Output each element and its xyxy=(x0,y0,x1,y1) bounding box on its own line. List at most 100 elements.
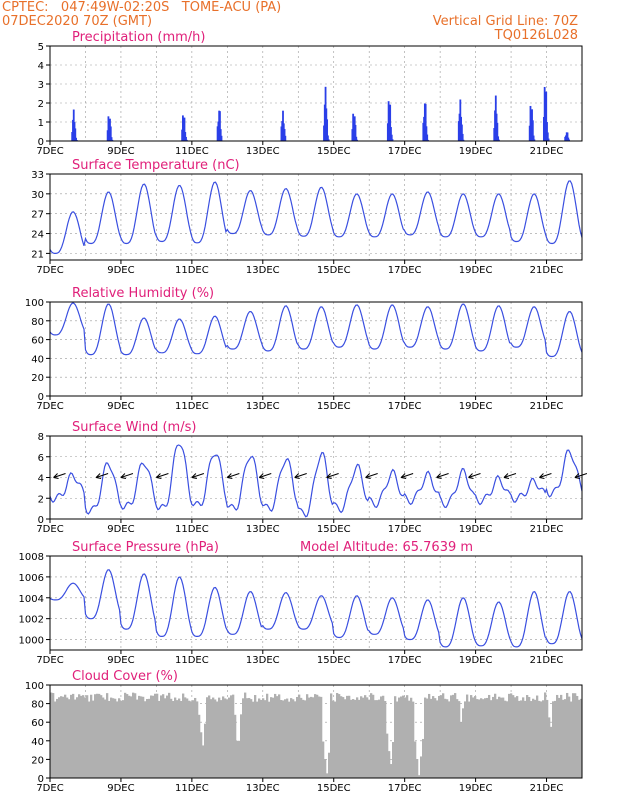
precip-bar xyxy=(356,139,358,141)
cloud-bar xyxy=(248,697,251,778)
cloud-bar xyxy=(492,696,495,778)
x-tick-label: 13DEC xyxy=(246,524,280,535)
y-tick-label: 2 xyxy=(38,494,44,505)
cloud-bar xyxy=(164,698,167,778)
cloud-bar xyxy=(272,697,275,778)
cloud-bar xyxy=(62,696,65,778)
cloud-bar xyxy=(516,696,519,778)
cloud-bar xyxy=(180,700,183,778)
cloud-bar xyxy=(156,693,159,778)
x-tick-label: 15DEC xyxy=(317,783,351,794)
cloud-bar xyxy=(330,693,333,778)
cloud-bar xyxy=(214,699,217,778)
x-tick-label: 19DEC xyxy=(459,655,493,666)
precip-bar xyxy=(326,135,329,141)
x-tick-label: 15DEC xyxy=(317,265,351,276)
cloud-bar xyxy=(474,696,477,778)
cloud-bar xyxy=(94,694,97,778)
cloud-bar xyxy=(200,732,203,778)
cloud-bar xyxy=(418,775,421,778)
cloud-bar xyxy=(64,694,67,778)
cloud-bar xyxy=(460,722,463,778)
y-tick-label: 1004 xyxy=(19,594,44,605)
cloud-bar xyxy=(384,700,387,778)
series-line xyxy=(49,180,583,254)
y-tick-label: 0 xyxy=(38,392,44,403)
x-tick-label: 17DEC xyxy=(388,146,422,157)
precip-bar xyxy=(355,136,358,141)
cloud-bar xyxy=(378,699,381,778)
cloud-bar xyxy=(458,701,461,778)
cloud-bar xyxy=(562,699,565,778)
cloud-bar xyxy=(502,697,505,778)
x-tick-label: 11DEC xyxy=(175,146,209,157)
cloud-bar xyxy=(194,697,197,778)
wind-arrow xyxy=(227,473,240,478)
cloud-bar xyxy=(568,696,571,778)
y-tick-label: 33 xyxy=(31,170,44,181)
cloud-bar xyxy=(324,759,327,778)
panel-3: 0 2 4 6 8 7DEC 9DEC 11DEC 13DEC 15DEC 17DEC 19DEC 21… xyxy=(36,420,588,535)
cloud-bar xyxy=(550,726,553,778)
y-tick-label: 21 xyxy=(31,249,44,260)
cloud-bar xyxy=(306,694,309,778)
cloud-bar xyxy=(232,694,235,778)
cloud-bar xyxy=(88,701,91,778)
header-datetime: 07DEC2020 70Z (GMT) xyxy=(2,14,153,29)
y-tick-label: 100 xyxy=(25,298,44,309)
panel-title: Relative Humidity (%) xyxy=(72,286,214,301)
cloud-bar xyxy=(146,698,149,778)
header-grid-line: Vertical Grid Line: 70Z xyxy=(432,14,578,29)
x-tick-label: 13DEC xyxy=(246,146,280,157)
precip-bar xyxy=(567,137,570,141)
x-tick-label: 19DEC xyxy=(459,524,493,535)
cloud-bar xyxy=(100,695,103,778)
wind-arrow xyxy=(400,473,414,478)
y-tick-label: 3 xyxy=(38,80,44,91)
cloud-bar xyxy=(398,697,401,778)
precip-bar xyxy=(568,139,570,141)
cloud-bar xyxy=(236,740,239,778)
wind-arrow-head xyxy=(468,473,474,479)
cloud-bar xyxy=(432,696,435,778)
cloud-bar xyxy=(58,697,61,778)
cloud-bar xyxy=(256,701,259,778)
wind-arrow xyxy=(326,473,339,478)
cloud-bar xyxy=(410,697,413,778)
cloud-bar xyxy=(160,695,163,778)
cloud-bar xyxy=(552,701,555,778)
cloud-bar xyxy=(420,756,423,778)
wind-arrow xyxy=(503,473,517,478)
cloud-bar xyxy=(202,745,205,778)
y-tick-label: 30 xyxy=(31,190,44,201)
x-tick-label: 15DEC xyxy=(317,146,351,157)
x-tick-label: 7DEC xyxy=(36,265,63,276)
x-tick-label: 13DEC xyxy=(246,401,280,412)
cloud-bar xyxy=(468,701,471,778)
cloud-bar xyxy=(154,693,157,778)
cloud-bar xyxy=(376,700,379,778)
cloud-bar xyxy=(360,696,363,778)
x-tick-label: 19DEC xyxy=(459,265,493,276)
cloud-bar xyxy=(316,694,319,778)
cloud-bar xyxy=(456,699,459,778)
cloud-bar xyxy=(574,693,577,778)
wind-arrow-head xyxy=(191,473,197,479)
cloud-bar xyxy=(54,701,57,778)
cloud-bar xyxy=(538,700,541,778)
cloud-bar xyxy=(196,701,199,778)
cloud-bar xyxy=(358,699,361,778)
cloud-bar xyxy=(314,694,317,778)
cloud-bar xyxy=(298,694,301,778)
cloud-bar xyxy=(544,692,547,778)
precip-bar xyxy=(461,133,464,141)
precip-bar xyxy=(109,126,112,141)
cloud-bar xyxy=(374,700,377,778)
y-tick-label: 0 xyxy=(38,515,44,526)
cloud-bar xyxy=(108,700,111,778)
cloud-bar xyxy=(126,694,129,778)
cloud-bar xyxy=(266,693,269,778)
cloud-bar xyxy=(336,692,339,778)
wind-arrow-head xyxy=(120,473,127,479)
